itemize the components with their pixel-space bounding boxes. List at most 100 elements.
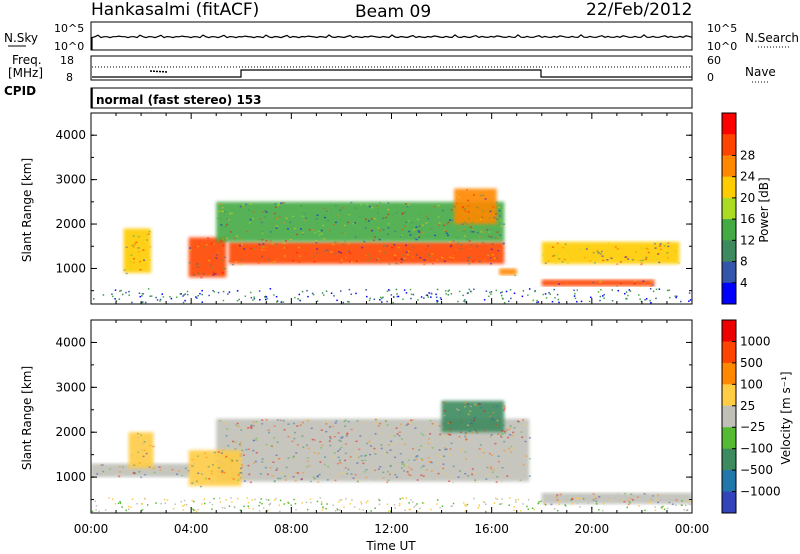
echo-speckle (437, 472, 440, 475)
ground-scatter (392, 301, 394, 304)
echo-speckle (320, 429, 323, 431)
echo-speckle (400, 235, 403, 238)
power-echo-regions (93, 188, 692, 304)
echo-speckle (418, 213, 421, 215)
ground-scatter (464, 299, 466, 301)
y-tick-label: 1000 (55, 261, 86, 275)
echo-speckle (339, 251, 342, 254)
echo-speckle (292, 422, 295, 425)
echo-speckle (555, 253, 558, 255)
echo-speckle (109, 468, 112, 471)
echo-speckle (468, 240, 471, 242)
ground-scatter (396, 293, 398, 295)
ground-scatter (437, 499, 439, 501)
echo-speckle (234, 441, 237, 443)
echo-speckle (382, 217, 385, 220)
echo-speckle (343, 232, 346, 235)
echo-speckle (272, 423, 275, 426)
echo-speckle (191, 268, 194, 270)
echo-speckle (261, 461, 264, 463)
echo-speckle (420, 445, 423, 447)
echo-speckle (327, 465, 330, 468)
echo-speckle (498, 215, 501, 217)
colorbar-tick-label: 4 (740, 276, 748, 290)
echo-speckle (487, 410, 490, 413)
ground-scatter (402, 497, 404, 500)
echo-speckle (305, 419, 308, 421)
y-tick-label: 4000 (55, 128, 86, 142)
echo-speckle (333, 223, 336, 226)
ground-scatter (127, 505, 130, 508)
echo-speckle (449, 476, 452, 478)
echo-speckle (458, 411, 461, 413)
echo-speckle (641, 259, 644, 262)
echo-speckle (262, 243, 265, 245)
ground-scatter (252, 508, 255, 510)
echo-speckle (362, 421, 365, 424)
ground-scatter (659, 499, 661, 502)
ground-scatter (268, 503, 271, 506)
echo-speckle (205, 477, 208, 480)
y-tick-label: 2000 (55, 425, 86, 439)
echo-speckle (485, 478, 488, 480)
echo-speckle (363, 240, 366, 243)
beam-title: Beam 09 (355, 2, 431, 22)
echo-speckle (125, 246, 128, 249)
ground-scatter (597, 291, 600, 293)
echo-speckle (102, 470, 105, 473)
ground-scatter (629, 501, 631, 504)
ground-scatter (320, 503, 323, 505)
echo-speckle (297, 246, 300, 249)
echo-speckle (354, 222, 357, 224)
ground-scatter (301, 290, 304, 293)
echo-speckle (283, 429, 286, 431)
ground-scatter (668, 289, 670, 291)
ground-scatter (213, 291, 216, 293)
echo-speckle (200, 473, 203, 475)
echo-speckle (265, 418, 268, 421)
echo-speckle (326, 249, 329, 251)
echo-speckle (334, 422, 337, 424)
echo-speckle (389, 465, 392, 468)
echo-speckle (226, 237, 229, 240)
echo-speckle (497, 433, 500, 435)
ground-scatter (462, 294, 464, 297)
echo-speckle (298, 255, 301, 257)
echo-speckle (640, 247, 643, 249)
ground-scatter (254, 498, 256, 501)
ground-scatter (649, 299, 651, 302)
echo-speckle (528, 437, 531, 439)
echo-speckle (226, 458, 229, 461)
echo-speckle (197, 263, 200, 266)
echo-speckle (187, 470, 190, 472)
colorbar-tick-label: 12 (740, 233, 755, 247)
echo-speckle (250, 210, 253, 213)
echo-speckle (592, 499, 595, 501)
echo-speckle (550, 503, 553, 506)
echo-speckle (500, 480, 503, 483)
echo-speckle (470, 244, 473, 246)
ground-scatter (684, 504, 687, 507)
echo-speckle (427, 217, 430, 220)
echo-speckle (346, 433, 349, 436)
echo-speckle (397, 246, 400, 249)
freq-trace (92, 69, 692, 78)
echo-speckle (449, 453, 452, 456)
echo-speckle (211, 463, 214, 466)
cpid-text: normal (fast stereo) 153 (96, 93, 262, 107)
echo-speckle (442, 429, 445, 432)
echo-speckle (491, 253, 494, 256)
echo-speckle (410, 422, 413, 425)
echo-speckle (287, 435, 290, 438)
echo-speckle (401, 228, 404, 231)
echo-speckle (371, 230, 374, 232)
echo-speckle (632, 494, 635, 497)
echo-speckle (499, 209, 502, 212)
echo-speckle (595, 500, 598, 503)
ground-scatter (515, 501, 517, 503)
date-title: 22/Feb/2012 (586, 0, 692, 20)
ground-scatter (624, 292, 626, 295)
echo-speckle (323, 216, 326, 219)
echo-speckle (430, 227, 433, 230)
echo-speckle (415, 455, 418, 458)
